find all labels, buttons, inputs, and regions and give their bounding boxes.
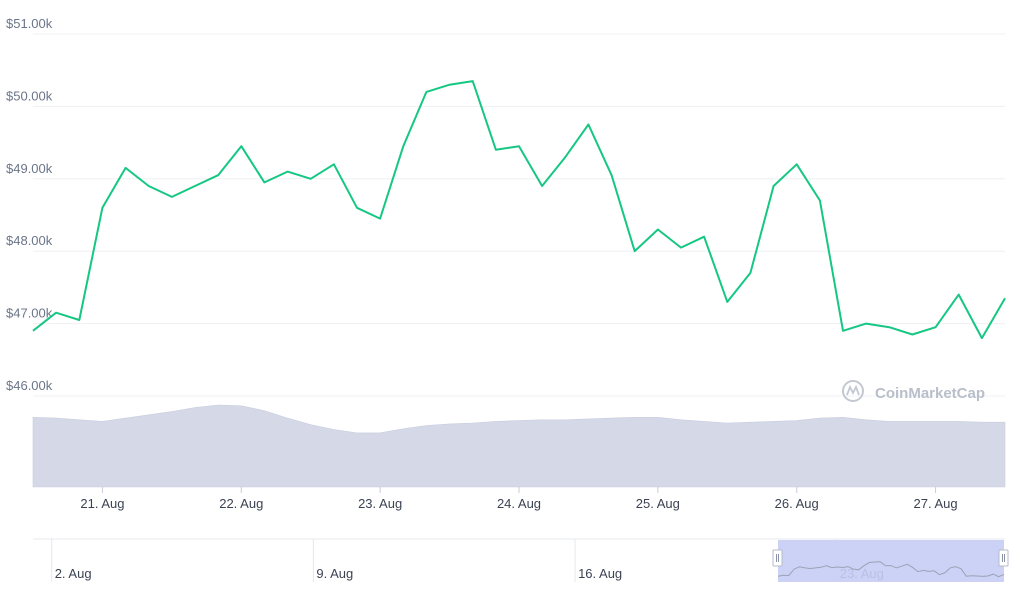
volume-series: [32, 404, 1006, 488]
navigator-tick-label: 2. Aug: [55, 566, 92, 581]
navigator-series: [777, 561, 1005, 578]
watermark: CoinMarketCap: [842, 380, 985, 402]
x-tick-label: 27. Aug: [914, 496, 958, 511]
x-tick-label: 24. Aug: [497, 496, 541, 511]
navigator-left-handle[interactable]: [772, 549, 783, 567]
y-axis-ticks: $46.00k $47.00k $48.00k $49.00k $50.00k $51.0…: [6, 16, 53, 393]
y-tick-label: $47.00k: [6, 306, 53, 321]
x-tick-label: 23. Aug: [358, 496, 402, 511]
navigator-right-handle[interactable]: [998, 549, 1009, 567]
price-series[interactable]: [32, 80, 1006, 340]
y-tick-label: $48.00k: [6, 233, 53, 248]
y-tick-label: $50.00k: [6, 88, 53, 103]
navigator-selection[interactable]: [778, 540, 1004, 582]
y-tick-label: $46.00k: [6, 378, 53, 393]
brand-name: CoinMarketCap: [875, 385, 985, 402]
navigator-tick-label: 16. Aug: [578, 566, 622, 581]
x-axis-ticks: 21. Aug 22. Aug 23. Aug 24. Aug 25. Aug 26. A…: [80, 487, 958, 511]
volume-area: [32, 404, 1006, 488]
navigator-tick-label: 9. Aug: [316, 566, 353, 581]
y-tick-label: $51.00k: [6, 16, 53, 31]
y-tick-label: $49.00k: [6, 161, 53, 176]
x-tick-label: 22. Aug: [219, 496, 263, 511]
x-tick-label: 26. Aug: [775, 496, 819, 511]
coinmarketcap-logo-icon: [842, 380, 864, 402]
x-tick-label: 25. Aug: [636, 496, 680, 511]
x-tick-label: 21. Aug: [80, 496, 124, 511]
grid-lines: [33, 33, 1005, 397]
price-line-layer[interactable]: [32, 80, 1006, 340]
